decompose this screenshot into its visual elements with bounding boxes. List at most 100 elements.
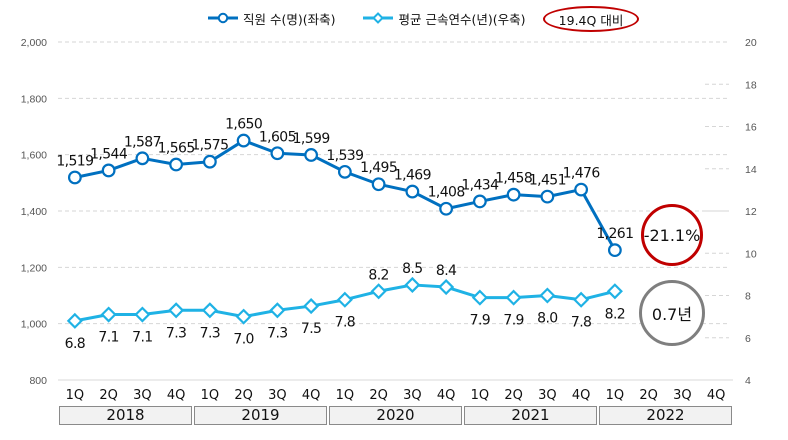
tenure-marker	[438, 278, 455, 296]
x-tick-label: 1Q	[606, 388, 625, 403]
legend-item-tenure[interactable]: 평균 근속연수(년)(우축)	[361, 9, 525, 28]
employee-data-label: 1,434	[461, 177, 499, 193]
tenure-data-label: 7.9	[470, 313, 490, 329]
year-group-2019: 2019	[194, 406, 327, 425]
series-markers	[66, 133, 623, 329]
tenure-marker	[168, 302, 185, 319]
tenure-marker	[303, 298, 320, 315]
year-group-2018: 2018	[59, 406, 192, 425]
tenure-data-label: 7.9	[503, 313, 523, 329]
x-tick-label: 2Q	[639, 388, 658, 403]
legend-circle-line-icon	[208, 12, 238, 24]
tenure-marker	[235, 308, 252, 325]
tenure-data-label: 8.2	[605, 306, 625, 322]
y-right-tick-label: 8	[745, 291, 751, 303]
tenure-marker	[370, 283, 387, 300]
y-axis-right: 20 18 16 14 12 10 8 6 4	[745, 37, 757, 387]
y-left-tick-label: 1,000	[21, 319, 47, 331]
x-tick-label: 3Q	[673, 388, 692, 403]
tenure-data-label: 7.8	[571, 315, 591, 331]
x-tick-label: 3Q	[133, 388, 152, 403]
year-group-2020: 2020	[329, 406, 462, 425]
employee-marker	[202, 154, 217, 169]
x-tick-label: 1Q	[471, 388, 490, 403]
y-right-tick-label: 10	[745, 248, 757, 260]
employee-marker	[67, 170, 82, 185]
employee-data-label: 1,495	[360, 160, 397, 176]
tenure-data-label: 7.3	[267, 325, 287, 341]
tenure-data-label: 8.0	[537, 311, 557, 327]
tenure-data-label: 7.8	[335, 315, 355, 331]
tenure-marker	[404, 276, 421, 293]
legend-label-tenure: 평균 근속연수(년)(우축)	[398, 11, 526, 27]
employee-marker	[506, 187, 521, 202]
y-left-tick-label: 2,000	[21, 37, 47, 49]
tenure-marker	[336, 291, 353, 308]
employee-data-label: 1,605	[259, 129, 296, 145]
x-tick-label: 4Q	[437, 388, 456, 403]
employee-data-label: 1,408	[428, 185, 465, 201]
tenure-data-label: 7.5	[301, 321, 321, 337]
x-tick-label: 1Q	[201, 388, 220, 403]
x-tick-label: 3Q	[403, 388, 422, 403]
tenure-marker	[269, 302, 286, 319]
x-tick-label: 4Q	[302, 388, 321, 403]
tenure-change-annotation: 0.7년	[639, 280, 705, 346]
tenure-marker	[573, 291, 590, 308]
y-axis-left: 2,000 1,800 1,600 1,400 1,200 1,000 800	[21, 37, 47, 387]
y-right-tick-label: 14	[745, 164, 757, 176]
tenure-data-label: 7.0	[233, 332, 253, 348]
employee-marker	[607, 243, 622, 258]
employee-marker	[439, 201, 454, 216]
tenure-marker	[539, 287, 556, 304]
tenure-marker	[505, 289, 522, 306]
x-tick-label: 4Q	[167, 388, 186, 403]
tenure-data-label: 7.3	[166, 325, 186, 341]
tenure-marker	[201, 302, 218, 319]
y-left-tick-label: 1,800	[21, 93, 47, 105]
employee-marker	[405, 184, 420, 199]
x-tick-label: 1Q	[336, 388, 355, 403]
employee-data-label: 1,458	[495, 171, 532, 187]
employee-data-label: 1,599	[293, 131, 330, 147]
employee-marker	[101, 163, 116, 178]
x-tick-label: 2Q	[99, 388, 118, 403]
tenure-data-label: 6.8	[65, 336, 85, 352]
legend-item-employees[interactable]: 직원 수(명)(좌축)	[206, 9, 335, 28]
tenure-data-label: 7.1	[98, 330, 118, 346]
employee-marker	[472, 194, 487, 209]
employee-marker	[371, 177, 386, 192]
employee-marker	[540, 189, 555, 204]
y-right-tick-label: 20	[745, 37, 757, 49]
x-axis: 1Q 2Q 3Q 4Q 1Q 2Q 3Q 4Q 1Q 2Q 3Q 4Q 1Q 2Q 3Q 4Q 1Q 2Q 3Q 4Q	[58, 379, 733, 403]
y-left-tick-label: 800	[29, 375, 47, 387]
grid-lines	[58, 41, 729, 339]
y-right-tick-label: 18	[745, 79, 757, 91]
tenure-marker	[100, 306, 117, 323]
legend: 직원 수(명)(좌축) 평균 근속연수(년)(우축)	[206, 6, 551, 30]
tenure-data-label: 7.3	[200, 325, 220, 341]
employee-change-annotation: -21.1%	[641, 204, 703, 266]
y-left-tick-label: 1,600	[21, 150, 47, 162]
legend-label-employees: 직원 수(명)(좌축)	[243, 11, 336, 27]
tenure-data-label: 7.1	[132, 330, 152, 346]
legend-note-badge: 19.4Q 대비	[543, 6, 639, 32]
x-tick-label: 2Q	[234, 388, 253, 403]
employee-data-label: 1,575	[191, 138, 228, 154]
tenure-marker	[134, 306, 151, 323]
tenure-data-label: 8.2	[368, 267, 388, 283]
employee-data-label: 1,587	[124, 134, 161, 150]
y-right-tick-label: 4	[745, 375, 751, 387]
employee-data-label: 1,519	[56, 153, 93, 169]
employee-marker	[169, 157, 184, 172]
employee-data-label: 1,539	[326, 148, 363, 164]
employee-data-label: 1,469	[394, 168, 431, 184]
year-group-2022: 2022	[599, 406, 732, 425]
x-tick-label: 2Q	[504, 388, 523, 403]
x-tick-label: 1Q	[66, 388, 85, 403]
employee-marker	[135, 151, 150, 166]
employee-marker	[236, 133, 251, 148]
y-left-tick-label: 1,200	[21, 262, 47, 274]
